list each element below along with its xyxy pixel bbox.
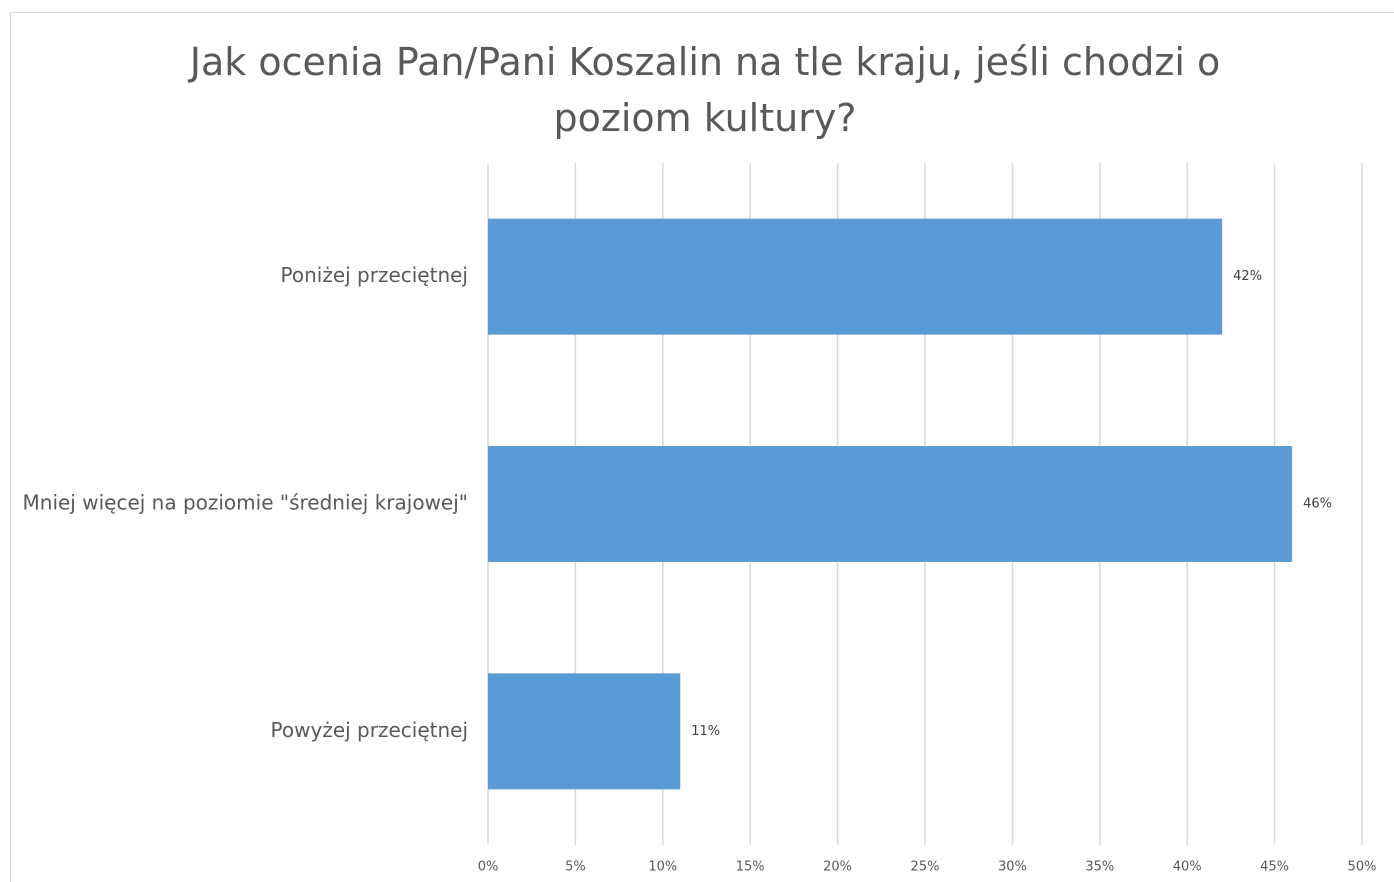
bar (488, 218, 1223, 335)
x-tick-label: 50% (1348, 860, 1377, 875)
x-tick-label: 30% (998, 860, 1027, 875)
x-tick-label: 35% (1085, 860, 1114, 875)
y-tick-label: Mniej więcej na poziomie "średniej krajo… (23, 491, 468, 515)
x-tick-label: 10% (648, 860, 677, 875)
bar (488, 673, 681, 790)
bar (488, 446, 1293, 562)
x-tick-label: 40% (1173, 860, 1202, 875)
y-tick-label: Poniżej przeciętnej (281, 263, 469, 287)
value-label: 11% (691, 724, 720, 739)
x-tick-label: 45% (1260, 860, 1289, 875)
value-label: 42% (1233, 269, 1262, 284)
x-tick-label: 15% (736, 860, 765, 875)
chart-title: Jak ocenia Pan/Pani Koszalin na tle kraj… (189, 40, 1221, 140)
y-tick-label: Powyżej przeciętnej (271, 718, 468, 742)
value-label: 46% (1303, 497, 1332, 512)
x-tick-label: 0% (478, 860, 499, 875)
x-tick-label: 25% (911, 860, 940, 875)
x-tick-label: 20% (823, 860, 852, 875)
chart-frame (10, 12, 1394, 882)
x-tick-label: 5% (565, 860, 586, 875)
